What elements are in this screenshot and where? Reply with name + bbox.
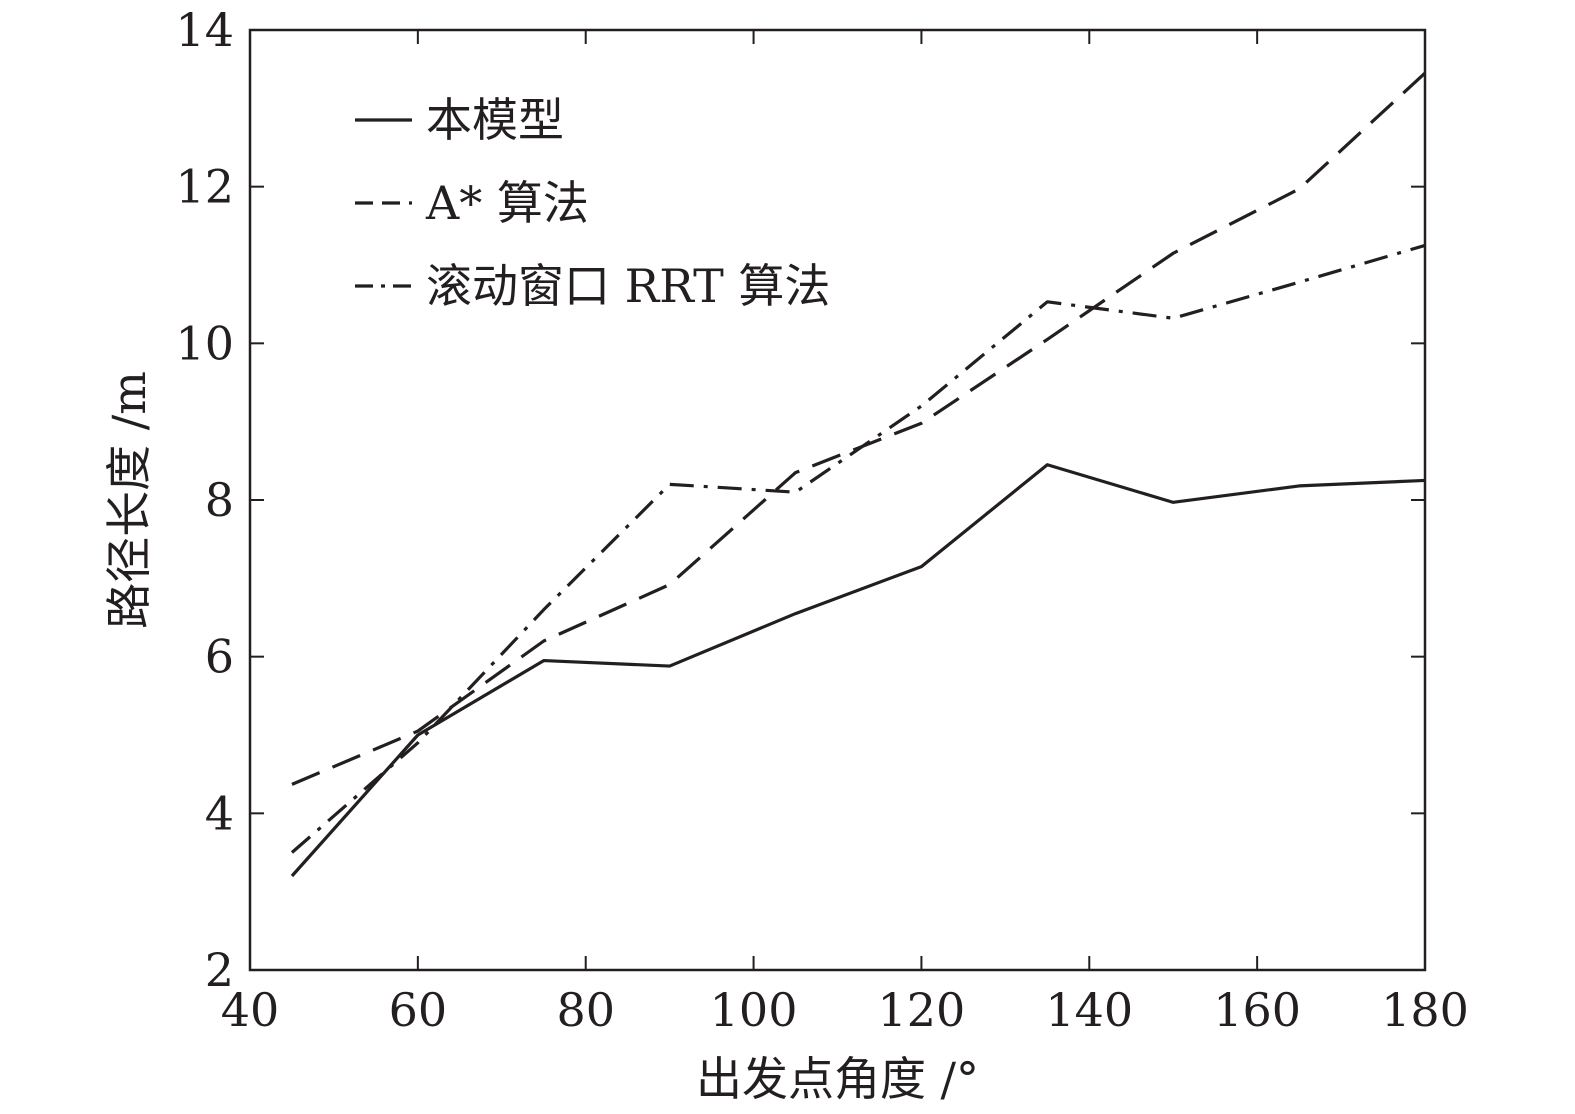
- series-lines: [290, 71, 1427, 878]
- y-axis-title: 路径长度 /m: [102, 371, 156, 629]
- y-tick-label: 8: [205, 473, 234, 527]
- y-tick-label: 14: [175, 3, 234, 57]
- legend-label-1: A* 算法: [425, 176, 589, 230]
- x-tick-labels: 40 60 80 100 120 140 160 180: [221, 983, 1469, 1037]
- legend-label-2: 滚动窗口 RRT 算法: [426, 259, 830, 313]
- x-tick-label: 180: [1381, 983, 1469, 1037]
- y-tick-label: 12: [175, 160, 234, 214]
- plot-frame: [248, 28, 1427, 972]
- x-axis-title: 出发点角度 /°: [696, 1052, 979, 1106]
- legend-label-0: 本模型: [426, 93, 564, 147]
- y-tick-label: 4: [205, 786, 234, 840]
- series-line-2: [290, 243, 1426, 854]
- x-tick-label: 160: [1213, 983, 1301, 1037]
- y-tick-label: 2: [205, 943, 234, 997]
- y-tick-label: 6: [205, 630, 234, 684]
- axis-ticks: [249, 29, 1426, 971]
- x-tick-label: 100: [710, 983, 798, 1037]
- y-tick-labels: 2 4 6 8 10 12 14: [175, 3, 234, 997]
- series-line-0: [290, 463, 1426, 878]
- x-tick-label: 40: [221, 983, 280, 1037]
- x-tick-label: 140: [1045, 983, 1133, 1037]
- x-tick-label: 60: [389, 983, 448, 1037]
- x-tick-label: 80: [556, 983, 615, 1037]
- y-tick-label: 10: [175, 316, 234, 370]
- x-tick-label: 120: [878, 983, 966, 1037]
